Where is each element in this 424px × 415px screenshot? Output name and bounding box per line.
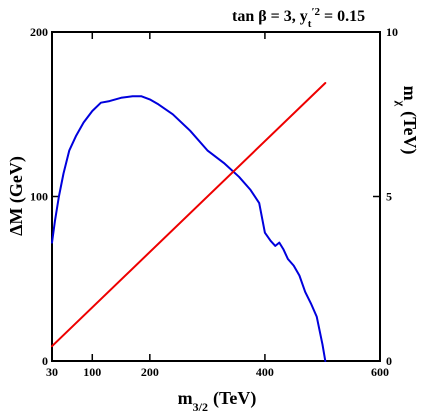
x-axis-title: m3/2 (TeV) [178,388,257,414]
y-right-tick-label: 0 [386,354,392,368]
x-tick-label: 200 [141,365,159,379]
x-tick-label: 100 [83,365,101,379]
y-ticks: 0 100 200 0 5 10 [30,25,398,368]
x-ticks: 30 100 200 400 600 [46,32,389,379]
y-axis-left-title: ΔM (GeV) [6,156,27,236]
x-tick-label: 600 [371,365,389,379]
y-left-tick-label: 200 [30,25,48,39]
x-tick-label: 30 [46,365,58,379]
y-axis-right-title: mχ(TeV) [394,86,420,155]
y-left-tick-label: 100 [30,190,48,204]
x-tick-label: 400 [256,365,274,379]
annotation: tan β = 3, yt′2 = 0.15 [232,6,365,30]
y-left-tick-label: 0 [42,354,48,368]
y-right-tick-label: 10 [386,25,398,39]
series-layer [51,82,327,362]
plot-frame [51,31,381,362]
series-line-delta-m [51,95,327,362]
y-right-tick-label: 5 [386,190,392,204]
series-line-mchi [51,82,327,348]
